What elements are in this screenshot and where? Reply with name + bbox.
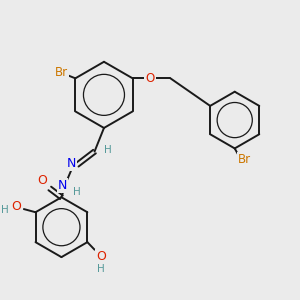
Text: O: O [12, 200, 22, 213]
Text: H: H [73, 187, 81, 197]
Text: O: O [37, 174, 47, 187]
Text: H: H [97, 264, 105, 274]
Text: Br: Br [238, 153, 251, 166]
Text: O: O [96, 250, 106, 263]
Text: H: H [1, 205, 9, 215]
Text: N: N [67, 157, 76, 170]
Text: N: N [58, 179, 67, 192]
Text: O: O [145, 72, 154, 85]
Text: Br: Br [55, 65, 68, 79]
Text: H: H [104, 145, 112, 155]
